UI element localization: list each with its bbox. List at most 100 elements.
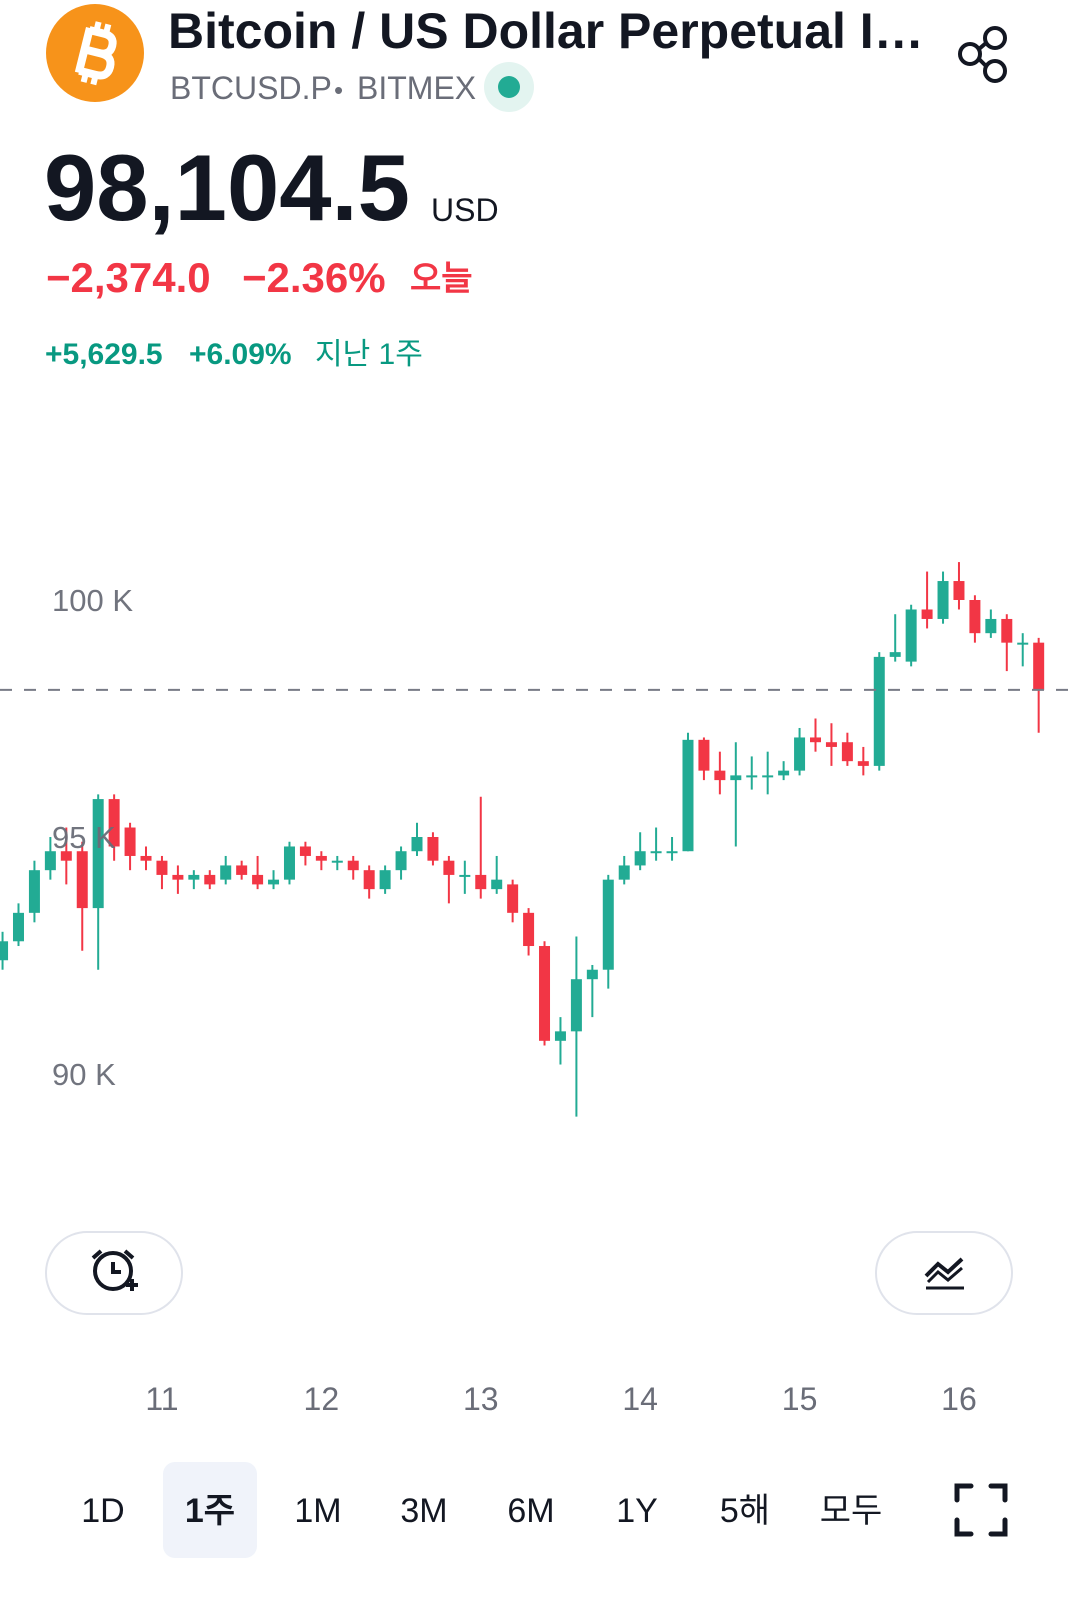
candle-body	[188, 874, 200, 880]
candle-body	[762, 775, 774, 778]
candle-body	[698, 739, 710, 771]
candle-body	[570, 979, 582, 1032]
week-change-percent: +6.09%	[189, 338, 292, 371]
candle-body	[730, 775, 742, 781]
y-tick-label: 100 K	[52, 583, 133, 618]
change-period: 오늘	[410, 260, 473, 298]
candle-body	[666, 851, 678, 854]
candle-body	[92, 799, 104, 909]
y-tick-label: 95 K	[52, 820, 116, 855]
x-tick-label: 15	[782, 1381, 818, 1417]
candle-body	[889, 652, 901, 657]
candle-body	[204, 874, 216, 885]
fullscreen-button[interactable]	[954, 1483, 1008, 1537]
candle-body	[236, 865, 248, 875]
range-tab[interactable]: 1D	[81, 1492, 124, 1530]
candle-body	[491, 879, 503, 890]
exchange: BITMEX	[357, 70, 476, 106]
separator: •	[334, 75, 343, 105]
market-status-dot	[498, 76, 520, 98]
range-tab[interactable]: 모두	[820, 1492, 883, 1530]
candle-body	[268, 879, 280, 885]
candle-body	[283, 846, 295, 880]
candle-body	[220, 865, 232, 880]
range-tab[interactable]: 5해	[720, 1492, 770, 1530]
candle-body	[459, 874, 471, 877]
candle-body	[331, 860, 343, 863]
candle-body	[794, 737, 806, 771]
candle-body	[28, 870, 40, 913]
indicator-button[interactable]	[875, 1231, 1013, 1315]
candle-body	[905, 609, 917, 662]
candle-body	[618, 865, 630, 880]
x-tick-label: 11	[145, 1381, 178, 1417]
alert-icon	[91, 1249, 138, 1291]
symbol-ticker: BTCUSD.P	[170, 70, 332, 106]
candle-body	[1033, 642, 1045, 691]
indicator-icon	[924, 1257, 964, 1290]
candle-body	[156, 860, 168, 875]
candle-body	[985, 618, 997, 634]
x-tick-label: 14	[622, 1381, 658, 1417]
week-change: +5,629.5	[45, 338, 163, 371]
candle-body	[507, 884, 519, 913]
range-tab[interactable]: 6M	[507, 1492, 554, 1530]
candle-body	[634, 851, 646, 866]
candle-body	[0, 941, 9, 961]
candle-body	[108, 799, 120, 847]
candle-body	[810, 737, 822, 743]
range-tab[interactable]: 3M	[400, 1492, 447, 1530]
candle-body	[778, 770, 790, 776]
candle-body	[299, 846, 311, 856]
candle-body	[650, 851, 662, 854]
candle-body	[60, 851, 72, 861]
candle-body	[140, 855, 152, 861]
candle-body	[857, 761, 869, 766]
candle-body	[363, 870, 375, 890]
candle-body	[969, 600, 981, 634]
candle-body	[12, 912, 24, 942]
candle-body	[746, 775, 758, 778]
candle-body	[347, 860, 359, 871]
candle-body	[873, 656, 885, 766]
range-tab[interactable]: 1M	[294, 1492, 341, 1530]
range-tabs: 1D 1주 1M 3M 6M 1Y 5해 모두	[81, 1462, 882, 1558]
candle-body	[937, 581, 949, 619]
candle-body	[252, 874, 264, 885]
candle-body	[411, 837, 423, 852]
candle-body	[921, 609, 933, 619]
candle-body	[825, 742, 837, 747]
price: 98,104.5	[44, 135, 410, 240]
week-period: 지난 1주	[315, 338, 423, 371]
candle-body	[315, 855, 327, 861]
bitcoin-glyph	[74, 21, 117, 86]
share-button[interactable]	[958, 26, 1007, 83]
candle-body	[44, 851, 56, 871]
candle-body	[554, 1031, 566, 1041]
x-tick-label: 16	[941, 1381, 977, 1417]
symbol-title: Bitcoin / US Dollar Perpetual I…	[168, 3, 924, 59]
candle-body	[523, 912, 535, 947]
change-percent: −2.36%	[242, 254, 386, 301]
candle-body	[76, 851, 88, 909]
currency: USD	[431, 192, 499, 228]
candle-body	[1001, 618, 1013, 643]
range-tab[interactable]: 1Y	[616, 1492, 658, 1530]
tab-selected-bg	[163, 1462, 257, 1558]
candle-body	[953, 581, 965, 600]
y-tick-label: 90 K	[52, 1057, 116, 1092]
range-tab[interactable]: 1주	[185, 1492, 235, 1530]
candle-body	[124, 827, 136, 856]
candle-body	[602, 879, 614, 970]
x-tick-label: 13	[463, 1381, 499, 1417]
chart-layer: 90 K 95 K 100 K 11 12 13 14 15 16	[0, 562, 1079, 1417]
candle-body	[395, 851, 407, 871]
change: −2,374.0	[46, 254, 211, 301]
candle-body	[443, 860, 455, 875]
candle-body	[172, 874, 184, 880]
candle-body	[714, 770, 726, 781]
candle-body	[539, 946, 551, 1041]
candle-body	[427, 837, 439, 861]
x-tick-label: 12	[304, 1381, 340, 1417]
